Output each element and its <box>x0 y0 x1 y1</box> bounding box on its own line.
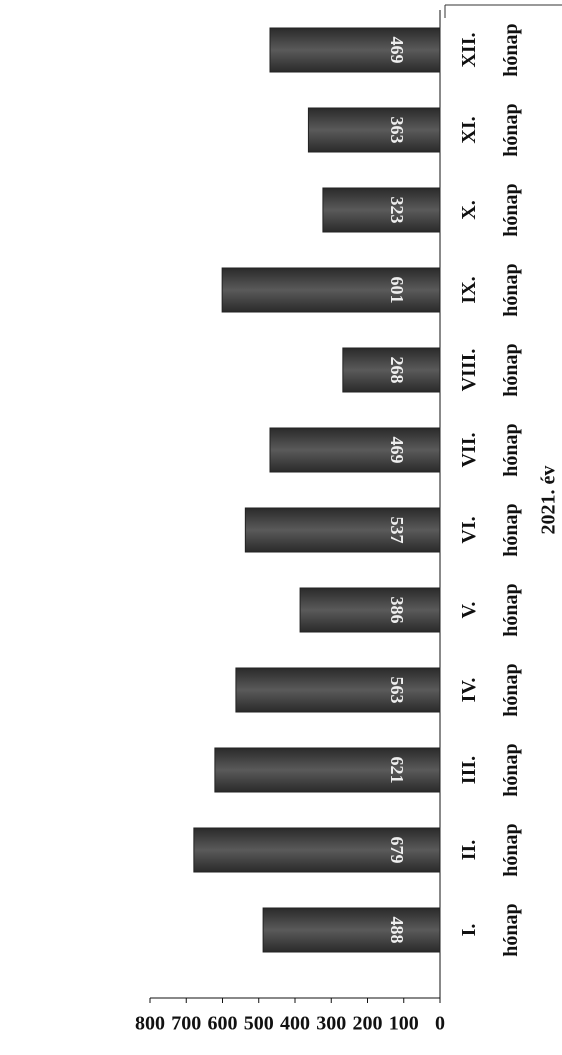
x-tick-label: VII. hónap <box>458 423 522 476</box>
bar <box>299 587 441 633</box>
bar-label: 469 <box>387 437 407 464</box>
bar <box>269 27 441 73</box>
x-tick-label: II. hónap <box>458 823 522 876</box>
bar <box>307 107 441 153</box>
bar <box>262 907 441 953</box>
y-tick-label: 800 <box>135 1013 165 1035</box>
bar-label: 386 <box>387 597 407 624</box>
bar-label: 563 <box>387 677 407 704</box>
bar-label: 268 <box>387 357 407 384</box>
y-tick-label: 400 <box>280 1013 310 1035</box>
bar <box>214 747 441 793</box>
x-tick-label: X. hónap <box>458 183 522 236</box>
x-tick-label: VI. hónap <box>458 503 522 556</box>
bar <box>342 347 441 393</box>
bar <box>221 267 441 313</box>
bar-label: 323 <box>387 197 407 224</box>
bar-label: 488 <box>387 917 407 944</box>
bar <box>235 667 441 713</box>
bar-label: 601 <box>387 277 407 304</box>
chart-title: 2021. év <box>538 466 560 535</box>
x-tick-label: XII. hónap <box>458 23 522 76</box>
x-tick-label: IX. hónap <box>458 263 522 316</box>
bar-label: 363 <box>387 117 407 144</box>
bar-label: 469 <box>387 37 407 64</box>
bar <box>193 827 441 873</box>
y-tick-label: 500 <box>244 1013 274 1035</box>
y-tick-label: 100 <box>389 1013 419 1035</box>
y-tick-label: 0 <box>435 1013 445 1035</box>
bar-label: 679 <box>387 837 407 864</box>
x-tick-label: VIII. hónap <box>458 343 522 396</box>
bar <box>244 507 441 553</box>
y-tick-label: 300 <box>316 1013 346 1035</box>
bar-label: 537 <box>387 517 407 544</box>
y-tick-label: 200 <box>353 1013 383 1035</box>
x-tick-label: XI. hónap <box>458 103 522 156</box>
bar <box>322 187 441 233</box>
y-tick-label: 600 <box>208 1013 238 1035</box>
bar-label: 621 <box>387 757 407 784</box>
plot: 2021. év 0 100 200 300 400 500 600 700 800 I. hóna… <box>135 10 560 1035</box>
bar <box>269 427 441 473</box>
x-tick-label: I. hónap <box>458 903 522 956</box>
x-tick-label: IV. hónap <box>458 663 522 716</box>
x-tick-label: V. hónap <box>458 583 522 636</box>
y-tick-label: 700 <box>171 1013 201 1035</box>
x-tick-label: III. hónap <box>458 743 522 796</box>
